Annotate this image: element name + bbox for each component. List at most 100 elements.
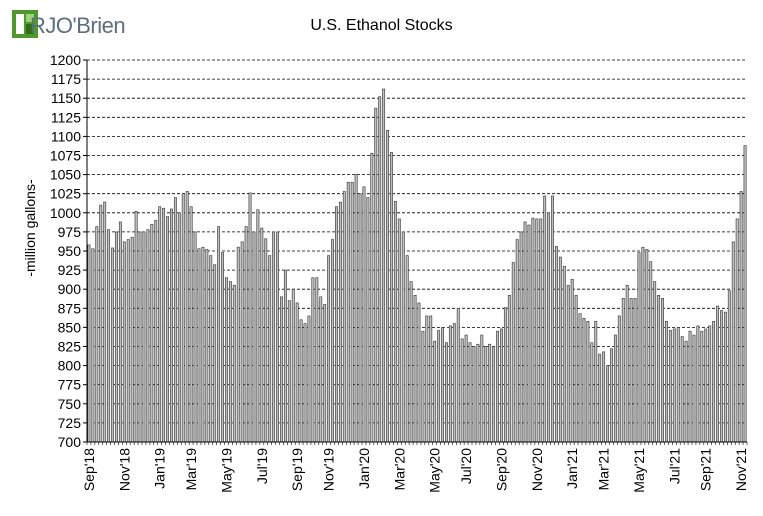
- bar: [492, 346, 496, 443]
- bar: [684, 340, 688, 443]
- bar: [370, 152, 374, 443]
- bar: [287, 300, 291, 443]
- bar: [704, 328, 708, 443]
- bar: [158, 206, 162, 443]
- bars: [87, 88, 747, 443]
- bar: [99, 204, 103, 443]
- bar: [586, 320, 590, 443]
- bar: [472, 346, 476, 443]
- bar: [146, 229, 150, 443]
- bar: [731, 241, 735, 443]
- x-tick-label: May'21: [631, 448, 647, 493]
- bar: [566, 285, 570, 443]
- bar: [606, 365, 609, 443]
- bar: [221, 252, 224, 443]
- y-tick-label: 1025: [50, 186, 81, 202]
- bar: [393, 201, 397, 443]
- bar: [523, 221, 527, 443]
- y-tick-label: 825: [58, 339, 82, 355]
- x-tick-label: Sep'20: [494, 448, 510, 491]
- grid-lines: [83, 59, 747, 443]
- x-tick-label: Jan'20: [356, 448, 372, 489]
- bar: [708, 325, 712, 443]
- y-tick-label: 900: [58, 281, 82, 297]
- y-tick-label: 1200: [50, 52, 81, 68]
- x-tick-label: Nov'19: [321, 448, 337, 491]
- bar: [319, 296, 323, 443]
- bar: [232, 285, 236, 443]
- bar: [665, 320, 668, 443]
- bar: [735, 218, 739, 443]
- bar: [142, 231, 146, 443]
- bar: [366, 197, 370, 443]
- bar: [633, 298, 637, 443]
- bar: [590, 342, 594, 443]
- bar: [649, 261, 653, 443]
- x-tick-label: Mar'20: [391, 448, 407, 491]
- bar: [421, 330, 425, 443]
- bar: [598, 353, 602, 443]
- bar: [193, 231, 197, 443]
- bar: [346, 181, 350, 443]
- bar: [291, 288, 295, 443]
- y-tick-label: 850: [58, 319, 82, 335]
- bar: [441, 327, 444, 443]
- bar: [362, 186, 366, 443]
- bar: [350, 181, 354, 443]
- bar: [531, 217, 535, 443]
- bar: [134, 210, 138, 443]
- bar: [476, 343, 480, 443]
- x-tick-label: Sep'18: [81, 448, 97, 491]
- bar: [256, 209, 260, 443]
- bar: [676, 327, 680, 443]
- bar: [115, 231, 118, 443]
- y-tick-label: 700: [58, 434, 82, 450]
- x-tick-label: Nov'20: [529, 448, 545, 491]
- bar: [154, 220, 158, 443]
- bar: [173, 197, 177, 443]
- bar: [558, 256, 562, 443]
- bar: [118, 221, 122, 443]
- bar: [507, 295, 511, 443]
- x-tick-label: Jan'21: [564, 448, 580, 489]
- bar: [213, 264, 217, 443]
- axes: [86, 60, 748, 445]
- bar: [386, 129, 389, 443]
- bar: [374, 107, 378, 443]
- bar: [617, 315, 621, 443]
- rjo-brien-logo: [12, 10, 152, 44]
- bar: [280, 296, 283, 443]
- rjo-brien-logo-icon: [12, 10, 38, 38]
- bar: [578, 313, 582, 443]
- bar: [641, 246, 645, 443]
- bar: [272, 231, 276, 443]
- logo-text: RJO'Brien: [30, 13, 126, 38]
- bar: [189, 206, 193, 443]
- bar: [653, 281, 657, 443]
- bar: [126, 239, 130, 443]
- bar: [315, 277, 319, 443]
- x-tick-label: Mar'19: [183, 448, 199, 491]
- bar: [413, 295, 417, 443]
- bar: [539, 218, 543, 443]
- bar: [299, 319, 303, 443]
- bar: [209, 255, 213, 443]
- bar: [401, 231, 405, 443]
- bar: [150, 223, 154, 443]
- y-tick-label: 1150: [51, 90, 81, 106]
- x-tick-label: Nov'18: [116, 448, 132, 491]
- y-tick-label: 1100: [51, 128, 81, 144]
- bar: [303, 323, 307, 443]
- bar: [515, 239, 519, 443]
- bar: [496, 330, 499, 443]
- bar: [205, 249, 209, 443]
- bar: [236, 246, 240, 443]
- bar: [720, 310, 723, 443]
- bar: [511, 262, 515, 443]
- bar: [405, 255, 409, 443]
- bar: [503, 307, 507, 443]
- y-tick-label: 925: [58, 262, 82, 278]
- y-tick-label: 750: [58, 396, 82, 412]
- bar: [562, 265, 566, 443]
- bar: [723, 311, 727, 443]
